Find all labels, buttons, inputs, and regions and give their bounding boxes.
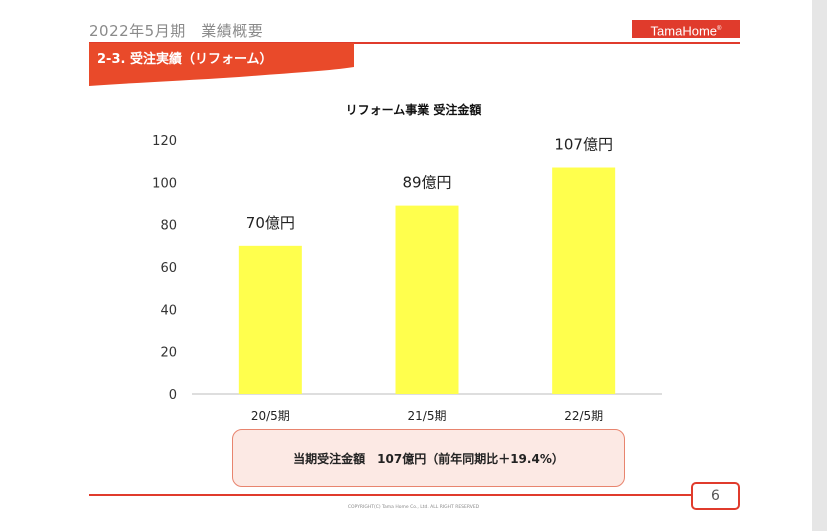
summary-text: 当期受注金額 107億円（前年同期比＋19.4%） [293, 451, 564, 466]
section-title: 2-3. 受注実績（リフォーム） [97, 52, 273, 67]
data-label: 107億円 [554, 136, 613, 154]
y-tick-label: 120 [152, 134, 177, 149]
bar [395, 205, 459, 394]
y-tick-label: 100 [152, 176, 177, 191]
bar-chart: 0 20 40 60 80 100 120 70億円 20/5期 89億円 21/5期 107億円 22… [152, 134, 662, 423]
summary-box: 当期受注金額 107億円（前年同期比＋19.4%） [232, 429, 625, 487]
footer-divider [89, 494, 693, 496]
logo-text: TamaHome [650, 23, 718, 39]
y-tick-label: 80 [160, 219, 177, 234]
x-category-label: 21/5期 [408, 409, 447, 423]
y-tick-label: 60 [160, 261, 177, 276]
page-title: 2022年5月期 業績概要 [89, 22, 264, 40]
registered-mark: ® [717, 26, 722, 32]
x-category-label: 20/5期 [251, 409, 290, 423]
x-category-label: 22/5期 [564, 409, 603, 423]
bar [552, 167, 616, 394]
bar [238, 245, 302, 394]
data-label: 89億円 [402, 174, 451, 192]
y-tick-label: 20 [160, 346, 177, 361]
section-banner: 2-3. 受注実績（リフォーム） [89, 43, 354, 88]
page-number: 6 [691, 482, 740, 510]
banner-shape [89, 43, 354, 86]
copyright-text: COPYRIGHT(C) Tama Home Co., Ltd. ALL RIG… [347, 505, 480, 510]
tamahome-logo: TamaHome® [632, 20, 740, 38]
y-tick-label: 0 [169, 388, 177, 403]
viewer-margin [812, 0, 827, 531]
data-label: 70億円 [246, 214, 295, 232]
chart-title: リフォーム事業 受注金額 [345, 103, 482, 117]
header-divider [89, 42, 740, 44]
y-tick-label: 40 [160, 303, 177, 318]
